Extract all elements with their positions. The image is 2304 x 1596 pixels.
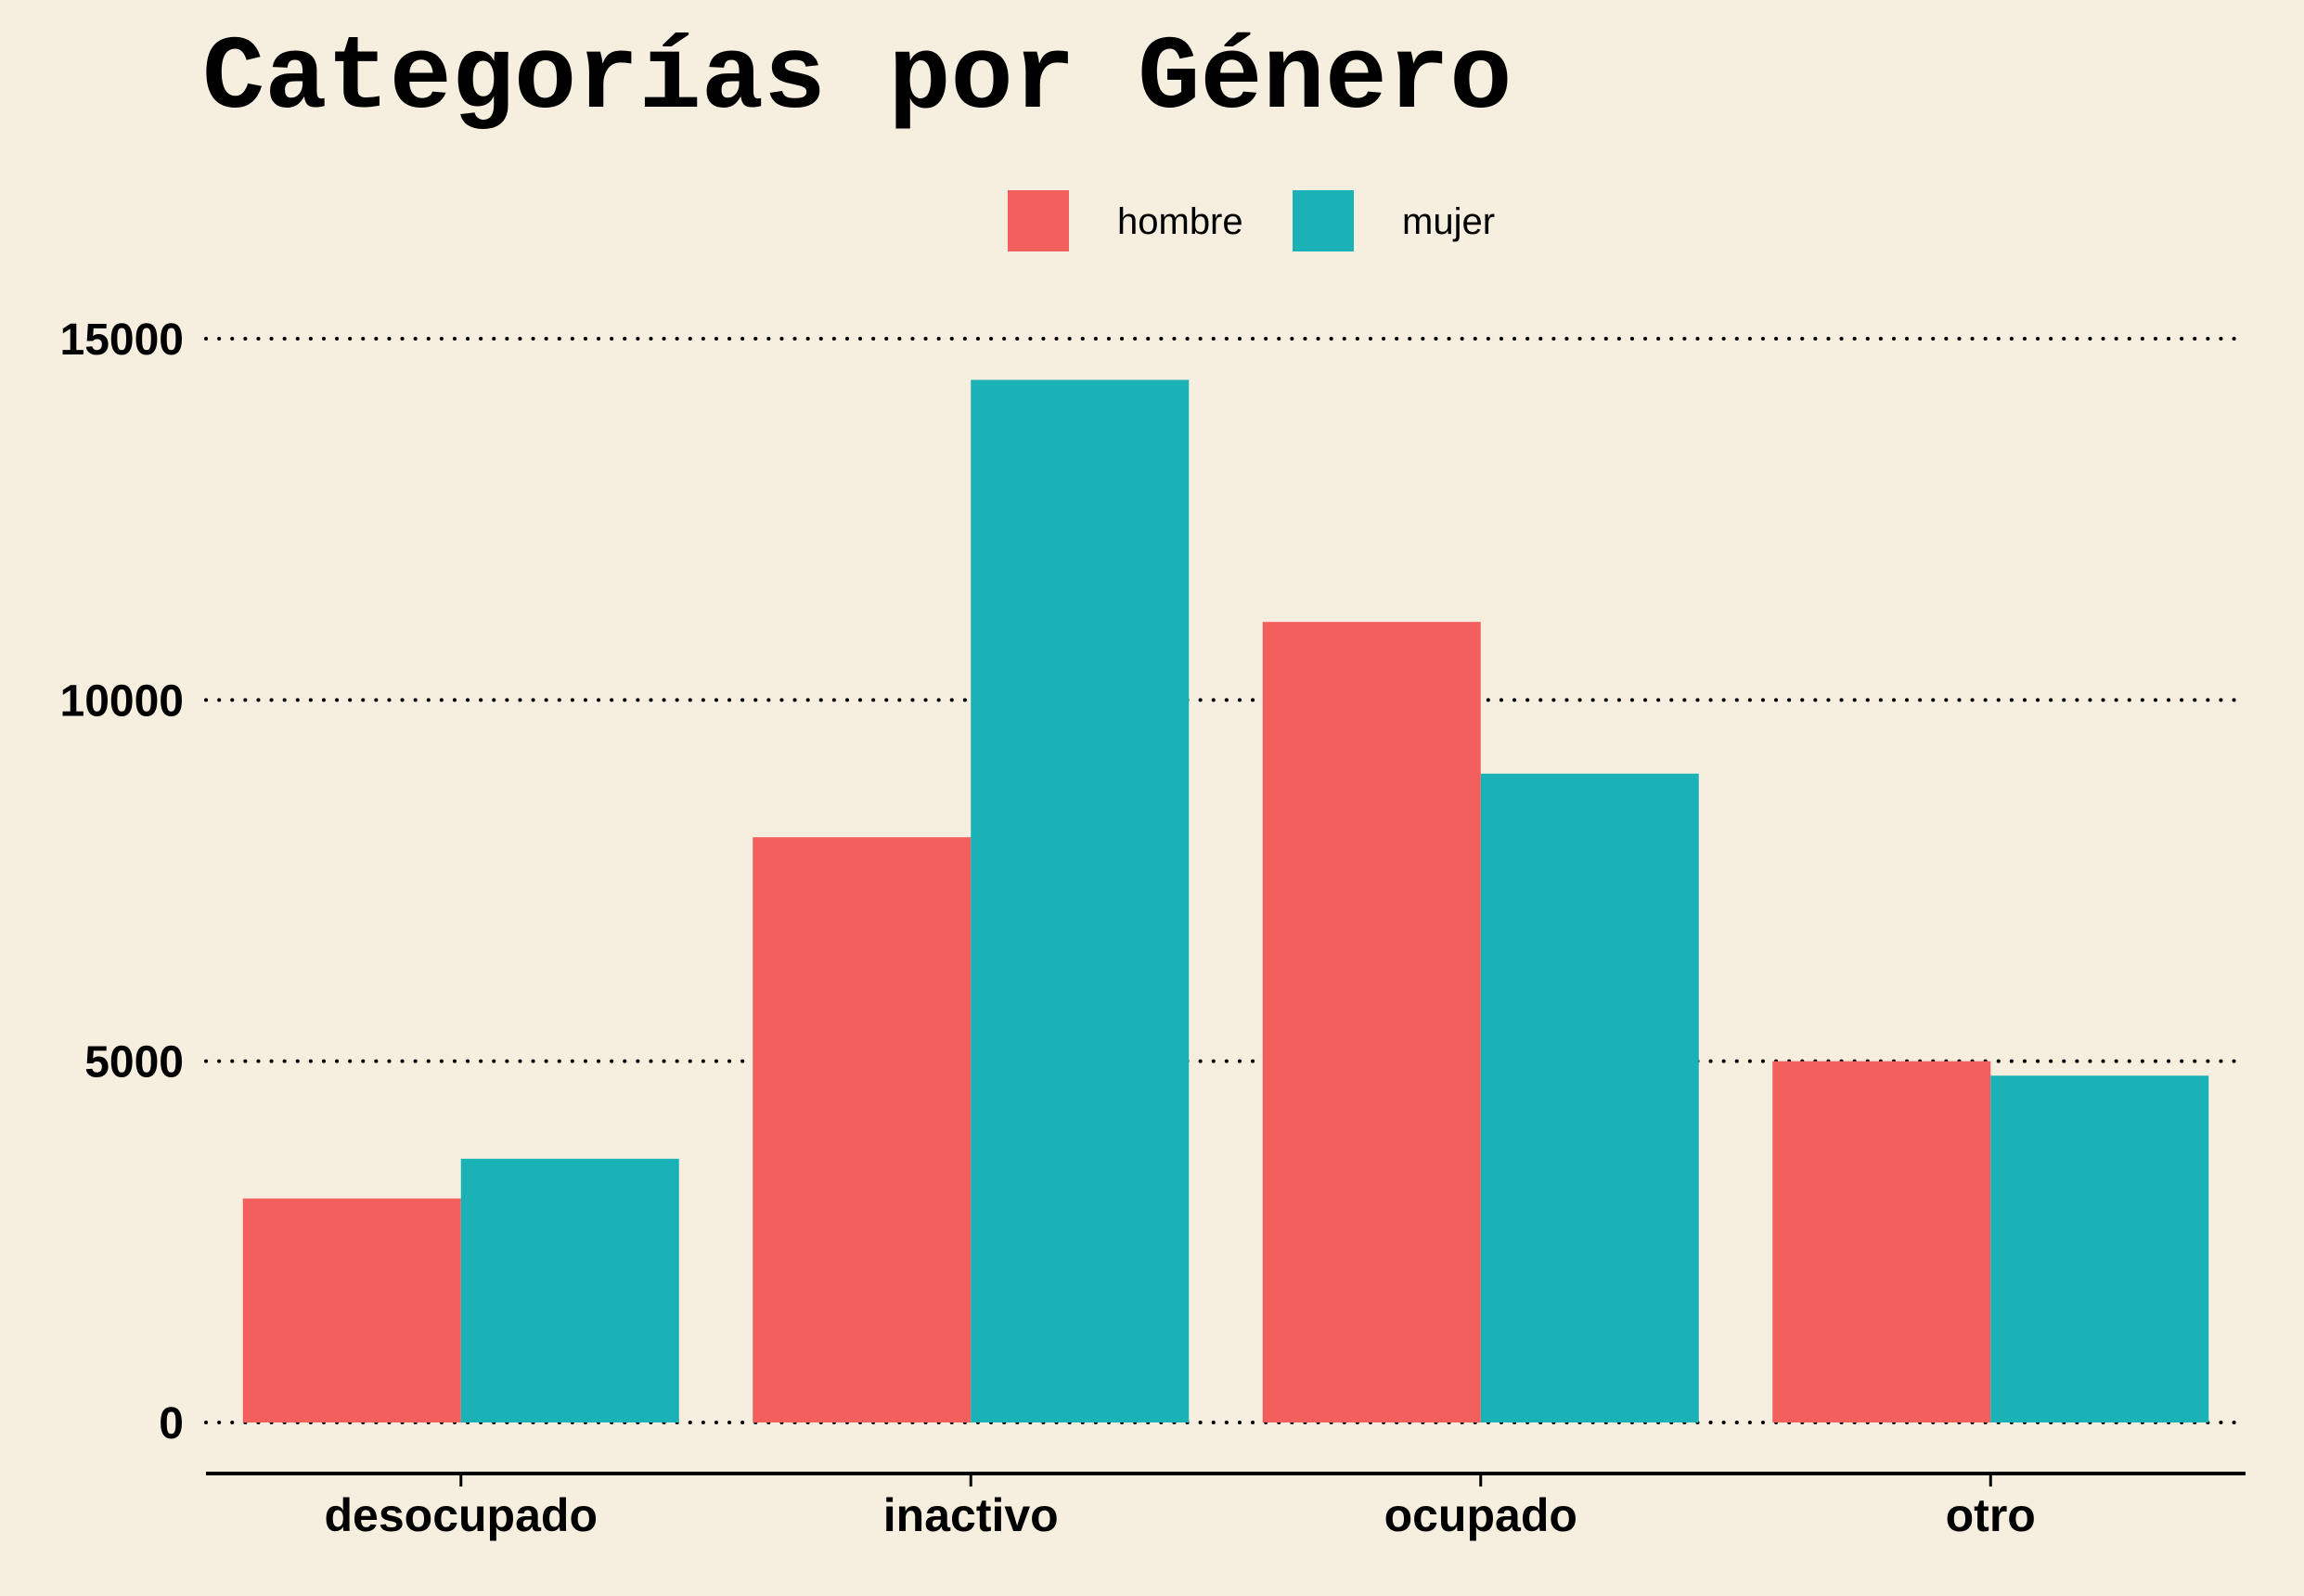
bar-mujer-inactivo — [971, 380, 1190, 1422]
legend-swatch-mujer — [1293, 190, 1354, 251]
y-tick-label: 15000 — [60, 315, 184, 365]
bar-hombre-desocupado — [242, 1198, 461, 1422]
x-tick-label: desocupado — [325, 1489, 598, 1541]
x-tick-label: ocupado — [1384, 1489, 1577, 1541]
legend-swatch-hombre — [1008, 190, 1069, 251]
chart-title: Categorías por Género — [202, 20, 1512, 138]
bar-hombre-otro — [1772, 1061, 1991, 1422]
bars — [242, 380, 2209, 1422]
bar-hombre-inactivo — [753, 837, 972, 1422]
y-tick-label: 0 — [159, 1399, 184, 1448]
legend-label-mujer: mujer — [1402, 201, 1495, 242]
legend-label-hombre: hombre — [1117, 201, 1243, 242]
bar-hombre-ocupado — [1262, 622, 1481, 1422]
y-tick-label: 5000 — [84, 1038, 184, 1088]
y-tick-label: 10000 — [60, 676, 184, 726]
x-tick-label: inactivo — [883, 1489, 1059, 1541]
bar-mujer-desocupado — [460, 1158, 679, 1422]
legend: hombre mujer — [1008, 190, 1495, 251]
axes: 0 5000 10000 15000 desocupado inactivo ocupado… — [60, 315, 2246, 1541]
x-tick-label: otro — [1946, 1489, 2036, 1541]
bar-mujer-ocupado — [1480, 773, 1699, 1422]
bar-mujer-otro — [1990, 1075, 2209, 1422]
